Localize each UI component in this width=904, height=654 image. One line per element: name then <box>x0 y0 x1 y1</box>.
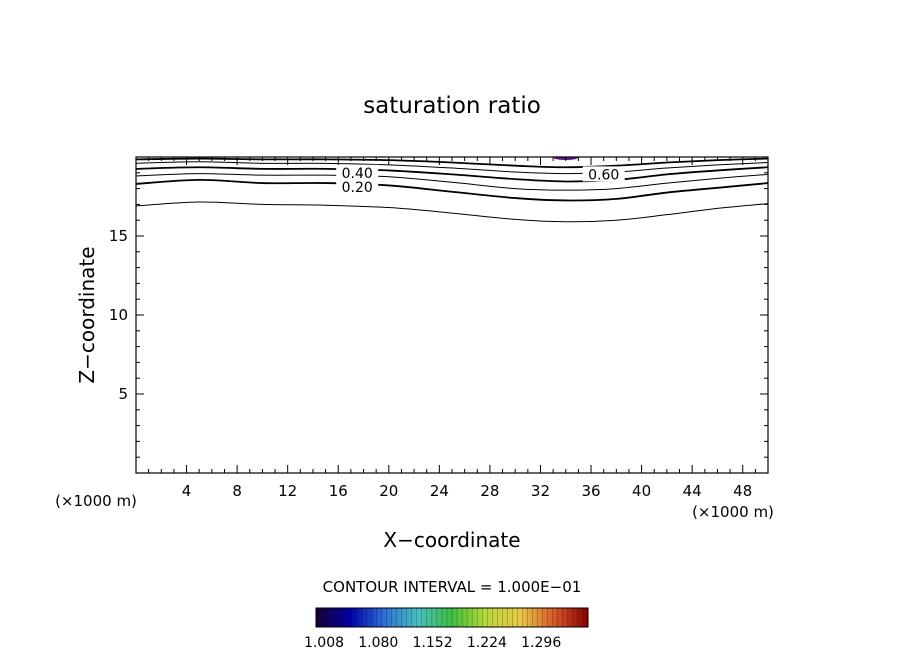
colorbar-label: 1.224 <box>467 635 507 651</box>
x-tick-label: 24 <box>430 482 449 500</box>
contour-interval-text: CONTOUR INTERVAL = 1.000E−01 <box>323 578 582 596</box>
contour-label: 0.20 <box>342 180 373 196</box>
x-tick-label: 28 <box>480 482 499 500</box>
plot-area: 0.400.20 0.60 <box>135 156 769 474</box>
contour-label: 0.40 <box>342 166 373 182</box>
y-tick-label: 5 <box>118 385 128 403</box>
contour-label-bg <box>336 164 379 180</box>
x-tick-label: 20 <box>379 482 398 500</box>
colorbar-label: 1.296 <box>521 635 561 651</box>
plot-frame <box>135 156 769 474</box>
x-tick-label: 48 <box>733 482 752 500</box>
contour-line <box>136 179 768 202</box>
x-tick-label: 44 <box>683 482 702 500</box>
x-tick-label: 32 <box>531 482 550 500</box>
y-axis-label: Z−coordinate <box>75 246 99 383</box>
x-axis-unit-right: (×1000 m) <box>692 503 774 521</box>
contour-line <box>136 201 768 223</box>
x-tick-label: 12 <box>278 482 297 500</box>
colorbar-label: 1.080 <box>358 635 398 651</box>
colorbar-gradient <box>315 607 589 628</box>
contour-label: 0.60 <box>588 167 619 183</box>
colorbar: 1.008 1.080 1.152 1.224 1.296 <box>304 607 589 651</box>
chart-title: saturation ratio <box>363 93 541 119</box>
x-tick-label: 8 <box>232 482 242 500</box>
contour-label-bg <box>336 179 379 195</box>
contour-line <box>136 157 768 169</box>
x-tick-label: 36 <box>581 482 600 500</box>
contour-line <box>136 173 768 191</box>
colorbar-stripes <box>320 608 584 627</box>
contour-lines: 0.400.20 0.60 <box>136 157 768 223</box>
x-axis-unit-left: (×1000 m) <box>55 492 137 510</box>
y-tick-label: 15 <box>109 227 128 245</box>
x-tick-label: 16 <box>329 482 348 500</box>
x-axis-label: X−coordinate <box>383 528 520 552</box>
x-axis: 4 8 12 16 20 24 28 32 36 40 44 48 <box>148 157 756 500</box>
colorbar-label: 1.008 <box>304 635 344 651</box>
colorbar-label: 1.152 <box>413 635 453 651</box>
x-tick-label: 4 <box>182 482 192 500</box>
contour-line <box>136 166 768 183</box>
y-tick-label: 10 <box>109 306 128 324</box>
contour-label-bg <box>582 166 625 182</box>
colorbar-labels: 1.008 1.080 1.152 1.224 1.296 <box>304 635 561 651</box>
x-tick-label: 40 <box>632 482 651 500</box>
y-axis: 5 10 15 <box>109 172 768 458</box>
contour-line <box>136 161 768 175</box>
